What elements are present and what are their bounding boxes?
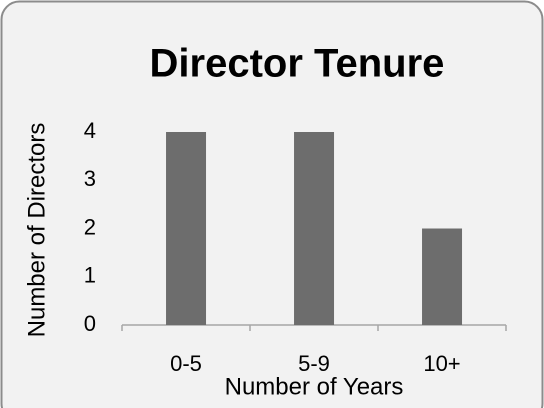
- bar: [294, 132, 335, 325]
- x-tick-label: 0-5: [170, 351, 202, 376]
- y-tick-label: 2: [84, 214, 96, 239]
- bar: [166, 132, 207, 325]
- y-tick-label: 4: [84, 118, 96, 143]
- x-axis-title: Number of Years: [225, 373, 404, 400]
- x-tick-label: 5-9: [298, 351, 330, 376]
- y-tick-label: 0: [84, 311, 96, 336]
- chart-title: Director Tenure: [150, 42, 445, 86]
- bar: [422, 228, 463, 325]
- y-tick-label: 1: [84, 263, 96, 288]
- y-tick-label: 3: [84, 166, 96, 191]
- x-tick-label: 10+: [423, 351, 460, 376]
- y-axis-title: Number of Directors: [23, 123, 50, 338]
